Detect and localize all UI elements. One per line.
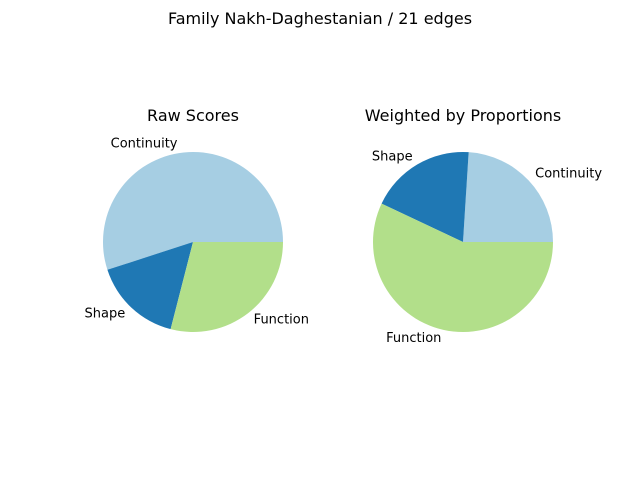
pie-chart-weighted: Weighted by Proportions Continuity Shape F… (365, 106, 603, 346)
pie-label-shape: Shape (85, 307, 126, 322)
pie-slice-function (170, 242, 283, 333)
pie-chart-raw-scores: Raw Scores Continuity Shape Function (85, 106, 309, 333)
pie-slice-continuity (102, 152, 283, 270)
pie-label-continuity: Continuity (111, 137, 178, 152)
pie-slice-continuity (463, 152, 553, 242)
pie-label-function: Function (386, 331, 441, 346)
pie-label-function: Function (254, 313, 309, 328)
pie-label-shape: Shape (372, 149, 413, 164)
pie-slice-function (373, 203, 553, 332)
pie-title-weighted: Weighted by Proportions (365, 106, 561, 125)
pie-label-continuity: Continuity (535, 167, 602, 182)
figure-suptitle: Family Nakh-Daghestanian / 21 edges (168, 9, 472, 28)
pie-slice-shape (107, 242, 193, 330)
pie-slice-shape (381, 152, 469, 242)
pie-title-raw-scores: Raw Scores (147, 106, 239, 125)
